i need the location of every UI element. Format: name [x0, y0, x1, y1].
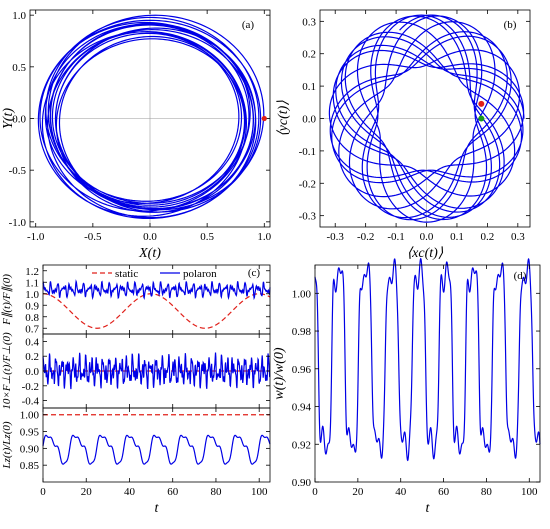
polaron-line [42, 434, 271, 465]
x-tick-label: 20 [352, 486, 364, 498]
y-tick-label: 0.94 [292, 402, 312, 414]
y-tick-label: 0.92 [292, 439, 311, 451]
y-tick-label: 0.4 [25, 336, 39, 348]
x-tick-label: -0.1 [387, 231, 404, 243]
y-axis-title: ⟨yc(t)⟩ [276, 100, 291, 137]
y-tick-label: 0.90 [20, 443, 40, 455]
x-tick-label: 60 [167, 486, 179, 498]
y-tick-label: 0.3 [302, 16, 316, 28]
panel-label: (a) [242, 19, 255, 31]
x-tick-label: 80 [481, 486, 493, 498]
y-tick-label: -0.5 [9, 165, 27, 177]
y-tick-label: 0.8 [25, 312, 39, 324]
panel-label: (d) [514, 270, 527, 282]
panel-b: -0.3 -0.2 -0.1 0.0 0.1 0.2 0.3 -0.3 -0.2 -0.1 0.0 0… [276, 9, 531, 261]
y-tick-label: 0.1 [302, 81, 316, 93]
y-tick-label: -0.2 [299, 178, 316, 190]
y-tick-label: 1.0 [25, 289, 39, 301]
polaron-line [42, 279, 271, 301]
x-tick-label: -0.2 [357, 231, 374, 243]
y-tick-label: 1.1 [25, 277, 39, 289]
panel-c-force-perpendicular: -0.4 -0.2 0.0 0.2 0.4 10×F⊥(t)/F⊥(0) [1, 332, 271, 410]
y-axis-title: Lz(t)/Lz(0) [1, 421, 13, 469]
legend-polaron-label: polaron [183, 268, 217, 280]
y-axis-title: 10×F⊥(t)/F⊥(0) [1, 332, 13, 410]
plot-frame [42, 264, 271, 335]
x-axis-title: t [426, 501, 431, 516]
y-tick-label: -0.2 [22, 381, 39, 393]
static-line [43, 293, 271, 329]
y-tick-label: 0.0 [12, 114, 26, 126]
x-tick-label: 0.3 [511, 231, 525, 243]
panel-c-angular-momentum: 0 20 40 60 80 100 0.85 0.90 0.95 1.00 t Lz(t)/Lz(0) [1, 407, 271, 516]
x-tick-label: 100 [251, 486, 268, 498]
trajectory-line [37, 14, 265, 220]
plot-frame [42, 407, 271, 483]
y-axis-title: Y(t) [1, 108, 16, 129]
panel-label: (b) [504, 19, 517, 31]
width-line [314, 257, 541, 462]
y-tick-label: 1.2 [25, 266, 39, 278]
x-axis-title: t [155, 501, 160, 516]
x-tick-label: 80 [210, 486, 222, 498]
y-tick-label: 0.5 [12, 62, 26, 74]
y-tick-label: 0.9 [25, 300, 39, 312]
x-tick-label: 40 [124, 486, 136, 498]
x-tick-label: 40 [395, 486, 407, 498]
center-trajectory-line [328, 14, 525, 223]
y-tick-label: 0.85 [20, 460, 40, 472]
x-tick-label: 60 [438, 486, 450, 498]
x-tick-label: 0.1 [450, 231, 464, 243]
panel-d: 0 20 40 60 80 100 0.90 0.92 0.94 0.96 0.98 1.00 (d) t… [272, 257, 541, 516]
x-tick-label: 0.0 [143, 231, 157, 243]
x-tick-label: 0.0 [420, 231, 434, 243]
y-tick-label: 0.98 [292, 326, 312, 338]
panel-label: (c) [248, 267, 261, 279]
legend-static-label: static [115, 268, 138, 280]
y-tick-label: -1.0 [9, 217, 27, 229]
end-point-marker [478, 115, 485, 122]
y-tick-label: 0.90 [292, 477, 312, 489]
start-point-marker [478, 100, 485, 107]
x-tick-label: 0 [40, 486, 46, 498]
panel-a: -1.0 -0.5 0.0 0.5 1.0 -1.0 -0.5 0.0 0.5 1.0 (a) X(t… [1, 9, 272, 261]
panel-c-force-parallel: 0.70.80.91.01.11.2 static polaron (c) F∥(t)/… [1, 264, 271, 335]
y-tick-label: 0.7 [25, 323, 39, 335]
polaron-line [42, 352, 271, 390]
y-tick-label: 0.2 [25, 351, 39, 363]
y-tick-label: -0.4 [22, 396, 40, 408]
x-tick-label: -0.5 [84, 231, 102, 243]
x-tick-label: 0 [312, 486, 318, 498]
y-tick-label: 1.00 [20, 410, 40, 422]
start-point-marker [261, 115, 267, 122]
y-tick-label: 0.2 [302, 49, 316, 61]
y-tick-label: -0.3 [299, 211, 317, 223]
plot-frame [314, 264, 541, 483]
x-tick-label: -1.0 [27, 231, 45, 243]
x-axis-title: X(t) [138, 246, 161, 261]
x-tick-label: 100 [521, 486, 538, 498]
x-tick-label: -0.3 [327, 231, 345, 243]
y-tick-label: 0.95 [20, 427, 40, 439]
y-tick-label: 0.0 [302, 114, 316, 126]
y-tick-label: 0.96 [292, 364, 312, 376]
y-tick-label: 1.0 [12, 10, 26, 22]
y-tick-label: -0.1 [299, 146, 316, 158]
y-tick-label: 0.0 [25, 366, 39, 378]
x-tick-label: 0.2 [481, 231, 495, 243]
y-axis-title: F∥(t)/F∥(0) [1, 274, 13, 326]
y-tick-label: 1.00 [292, 288, 312, 300]
y-axis-title: w(t)/w(0) [272, 347, 287, 399]
x-tick-label: 20 [81, 486, 93, 498]
x-tick-label: 0.5 [200, 231, 214, 243]
x-tick-label: 1.0 [257, 231, 271, 243]
x-axis-title: ⟨xc(t)⟩ [407, 246, 444, 261]
